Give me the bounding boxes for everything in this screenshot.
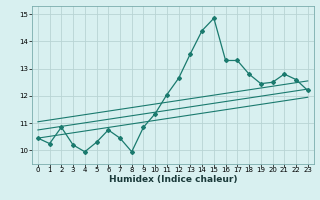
X-axis label: Humidex (Indice chaleur): Humidex (Indice chaleur): [108, 175, 237, 184]
